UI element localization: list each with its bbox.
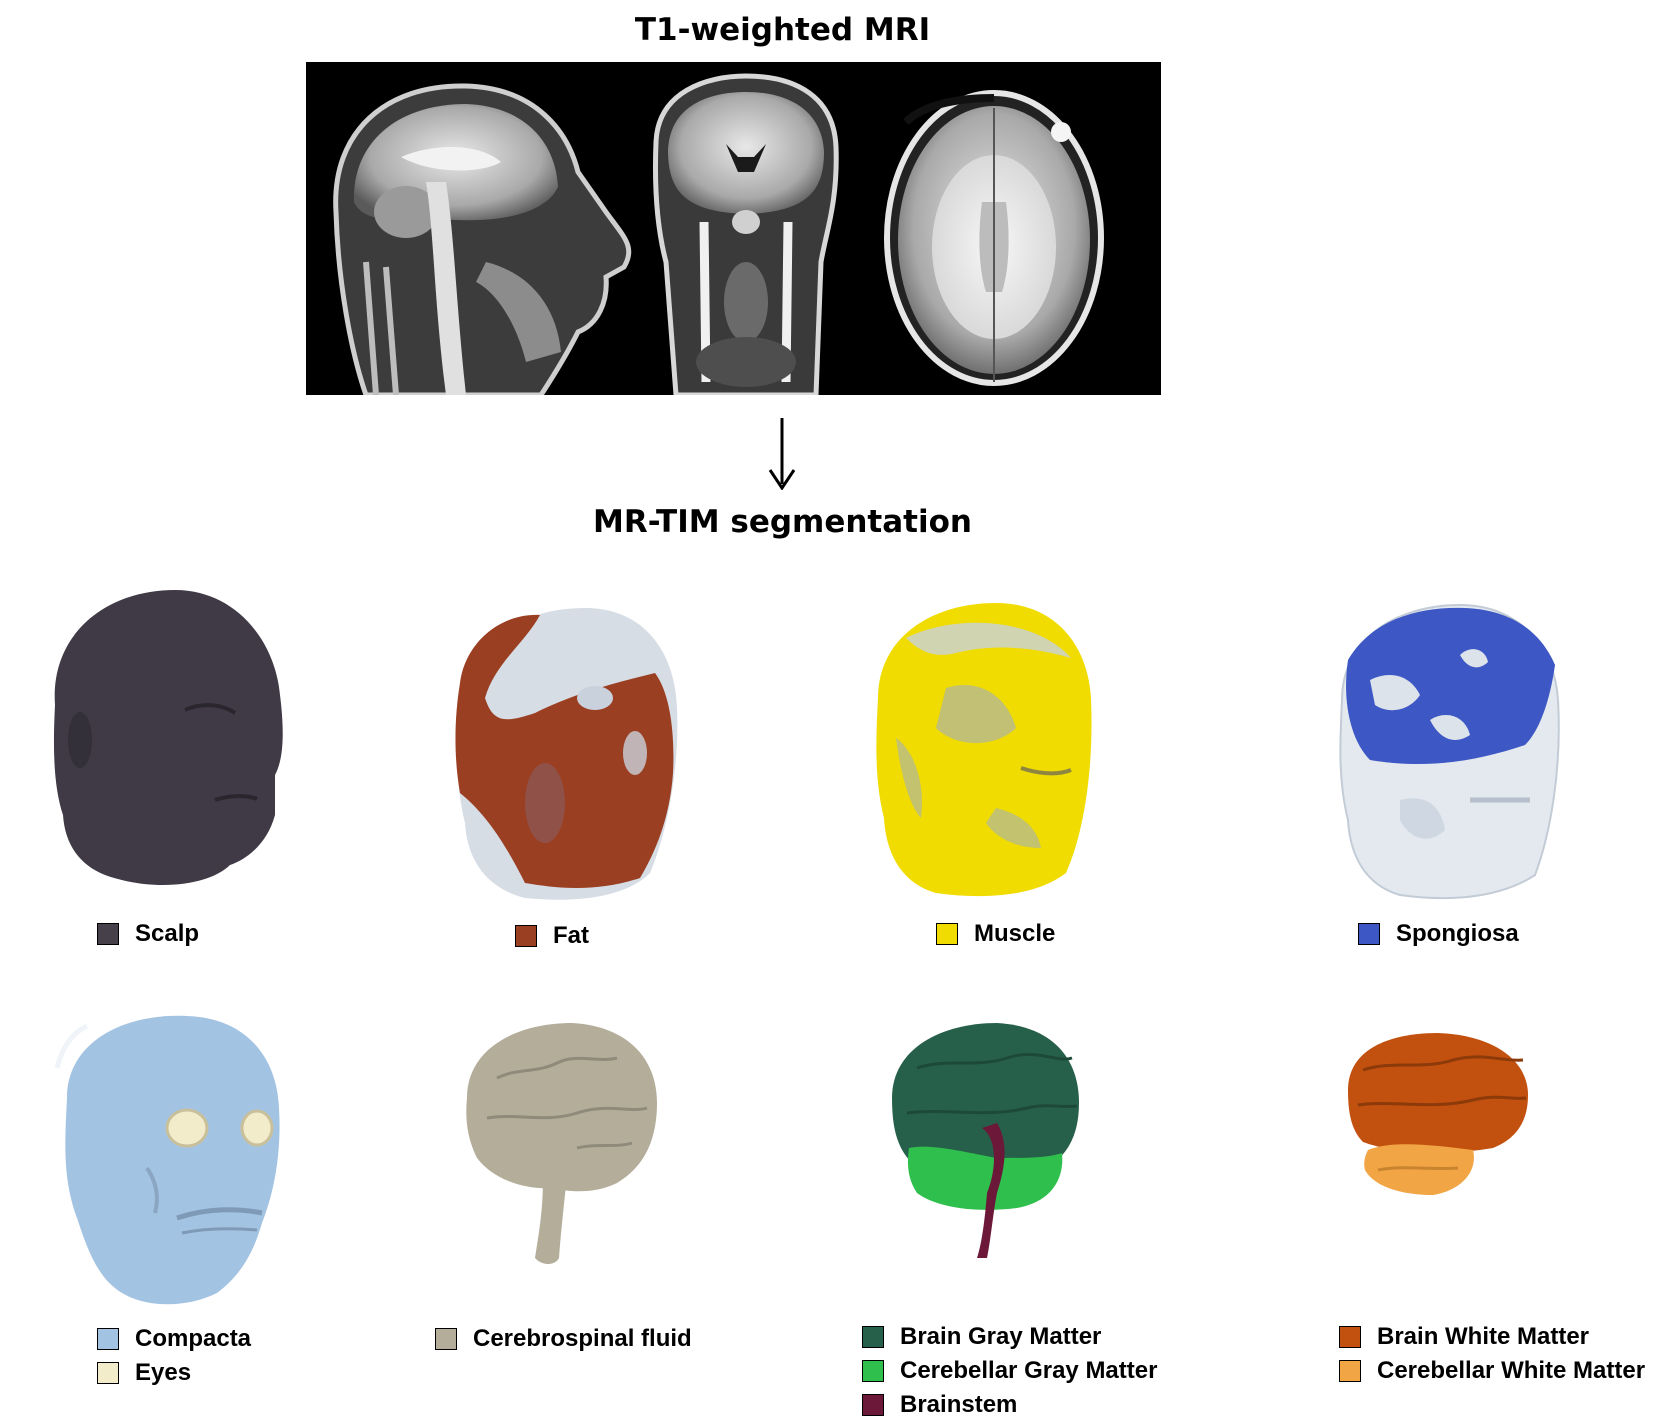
scalp-legend: Scalp xyxy=(97,917,199,951)
compacta-swatch xyxy=(97,1328,119,1350)
legend-label: Cerebellar White Matter xyxy=(1377,1357,1646,1384)
compacta-eyes-legend: Compacta Eyes xyxy=(97,1322,251,1390)
cerebellar-white-matter-swatch xyxy=(1339,1360,1361,1382)
spongiosa-swatch xyxy=(1358,923,1380,945)
down-arrow-icon xyxy=(768,418,796,490)
legend-item-cerebellar-gray-matter: Cerebellar Gray Matter xyxy=(862,1354,1157,1388)
gray-matter-legend: Brain Gray Matter Cerebellar Gray Matter… xyxy=(862,1320,1157,1422)
fat-legend: Fat xyxy=(515,919,589,953)
segmentation-title: MR-TIM segmentation xyxy=(593,504,972,540)
spongiosa-legend: Spongiosa xyxy=(1358,917,1519,951)
mri-image-panel xyxy=(306,62,1161,395)
legend-item-brain-gray-matter: Brain Gray Matter xyxy=(862,1320,1157,1354)
legend-item-eyes: Eyes xyxy=(97,1356,251,1390)
scalp-swatch xyxy=(97,923,119,945)
csf-legend: Cerebrospinal fluid xyxy=(435,1322,692,1356)
mri-axial-slice xyxy=(884,90,1104,386)
legend-label: Compacta xyxy=(135,1325,252,1352)
legend-item-brainstem: Brainstem xyxy=(862,1388,1157,1422)
eyes-swatch xyxy=(97,1362,119,1384)
gray-matter-model xyxy=(887,1018,1082,1264)
csf-swatch xyxy=(435,1328,457,1350)
brain-gray-matter-swatch xyxy=(862,1326,884,1348)
legend-label: Brain Gray Matter xyxy=(900,1323,1102,1350)
white-matter-legend: Brain White Matter Cerebellar White Matt… xyxy=(1339,1320,1645,1388)
legend-item-cerebellar-white-matter: Cerebellar White Matter xyxy=(1339,1354,1645,1388)
mri-sagittal-slice xyxy=(333,83,632,395)
compacta-model xyxy=(47,1008,287,1310)
legend-item-fat: Fat xyxy=(515,919,589,953)
legend-label: Cerebellar Gray Matter xyxy=(900,1357,1158,1384)
legend-item-compacta: Compacta xyxy=(97,1322,251,1356)
fat-model xyxy=(445,603,680,905)
scalp-model xyxy=(35,585,285,895)
legend-item-brain-white-matter: Brain White Matter xyxy=(1339,1320,1645,1354)
legend-label: Cerebrospinal fluid xyxy=(473,1325,692,1352)
white-matter-model xyxy=(1343,1030,1533,1200)
muscle-swatch xyxy=(936,923,958,945)
legend-label: Muscle xyxy=(974,920,1056,947)
cerebellar-gray-matter-swatch xyxy=(862,1360,884,1382)
muscle-legend: Muscle xyxy=(936,917,1055,951)
legend-label: Fat xyxy=(553,922,589,949)
csf-model xyxy=(457,1018,662,1268)
legend-label: Brainstem xyxy=(900,1391,1018,1418)
legend-item-muscle: Muscle xyxy=(936,917,1055,951)
brainstem-swatch xyxy=(862,1394,884,1416)
legend-label: Scalp xyxy=(135,920,200,947)
legend-item-spongiosa: Spongiosa xyxy=(1358,917,1519,951)
mri-coronal-slice xyxy=(652,73,839,395)
muscle-model xyxy=(866,598,1096,903)
legend-item-csf: Cerebrospinal fluid xyxy=(435,1322,692,1356)
mri-title: T1-weighted MRI xyxy=(634,12,931,48)
spongiosa-model xyxy=(1330,600,1565,902)
fat-swatch xyxy=(515,925,537,947)
legend-label: Spongiosa xyxy=(1396,920,1519,947)
legend-label: Brain White Matter xyxy=(1377,1323,1590,1350)
legend-label: Eyes xyxy=(135,1359,192,1386)
legend-item-scalp: Scalp xyxy=(97,917,199,951)
brain-white-matter-swatch xyxy=(1339,1326,1361,1348)
